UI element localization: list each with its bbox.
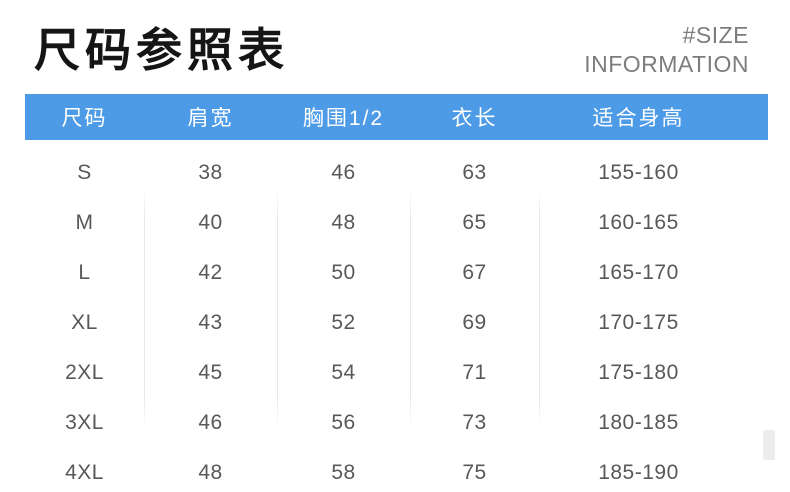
cell-size: XL bbox=[71, 311, 98, 334]
cell-chest: 54 bbox=[331, 361, 356, 384]
cell-length: 75 bbox=[462, 461, 487, 484]
cell-length: 67 bbox=[462, 261, 487, 284]
cell-chest: 52 bbox=[331, 311, 356, 334]
page-title: 尺码参照表 bbox=[34, 24, 289, 76]
table-row: XL 43 52 69 170-175 bbox=[25, 298, 768, 348]
table-row: 3XL 46 56 73 180-185 bbox=[25, 398, 768, 448]
table-row: L 42 50 67 165-170 bbox=[25, 248, 768, 298]
cell-size: M bbox=[75, 211, 94, 234]
scrollbar-thumb[interactable] bbox=[763, 430, 775, 460]
table-row: S 38 46 63 155-160 bbox=[25, 148, 768, 198]
cell-shoulder: 45 bbox=[198, 361, 223, 384]
cell-shoulder: 38 bbox=[198, 161, 223, 184]
column-divider bbox=[539, 186, 540, 432]
table-row: M 40 48 65 160-165 bbox=[25, 198, 768, 248]
cell-shoulder: 40 bbox=[198, 211, 223, 234]
cell-height: 165-170 bbox=[598, 261, 679, 284]
size-information-label: #SIZE INFORMATION bbox=[584, 21, 749, 79]
cell-height: 185-190 bbox=[598, 461, 679, 484]
size-information-line2: INFORMATION bbox=[584, 51, 749, 77]
header-size: 尺码 bbox=[61, 107, 108, 130]
header-length: 衣长 bbox=[451, 107, 498, 130]
cell-height: 160-165 bbox=[598, 211, 679, 234]
cell-size: 2XL bbox=[65, 361, 104, 384]
cell-shoulder: 46 bbox=[198, 411, 223, 434]
table-row: 4XL 48 58 75 185-190 bbox=[25, 448, 768, 492]
cell-height: 170-175 bbox=[598, 311, 679, 334]
header-shoulder: 肩宽 bbox=[187, 107, 234, 130]
cell-length: 71 bbox=[462, 361, 487, 384]
cell-chest: 56 bbox=[331, 411, 356, 434]
cell-size: 3XL bbox=[65, 411, 104, 434]
column-divider bbox=[277, 186, 278, 432]
cell-shoulder: 42 bbox=[198, 261, 223, 284]
cell-size: S bbox=[77, 161, 92, 184]
header-chest: 胸围1/2 bbox=[302, 107, 385, 130]
column-divider bbox=[410, 186, 411, 432]
cell-length: 69 bbox=[462, 311, 487, 334]
cell-height: 180-185 bbox=[598, 411, 679, 434]
cell-shoulder: 48 bbox=[198, 461, 223, 484]
cell-length: 73 bbox=[462, 411, 487, 434]
header-height: 适合身高 bbox=[592, 107, 685, 130]
cell-chest: 50 bbox=[331, 261, 356, 284]
table-row: 2XL 45 54 71 175-180 bbox=[25, 348, 768, 398]
size-information-line1: #SIZE bbox=[682, 22, 749, 48]
size-table-body: S 38 46 63 155-160 M 40 48 65 160-165 L … bbox=[25, 148, 768, 492]
column-divider bbox=[144, 186, 145, 432]
cell-size: L bbox=[78, 261, 91, 284]
cell-length: 65 bbox=[462, 211, 487, 234]
size-table-header: 尺码 肩宽 胸围1/2 衣长 适合身高 bbox=[25, 94, 768, 140]
cell-height: 175-180 bbox=[598, 361, 679, 384]
cell-shoulder: 43 bbox=[198, 311, 223, 334]
cell-chest: 46 bbox=[331, 161, 356, 184]
cell-length: 63 bbox=[462, 161, 487, 184]
cell-size: 4XL bbox=[65, 461, 104, 484]
cell-chest: 48 bbox=[331, 211, 356, 234]
cell-chest: 58 bbox=[331, 461, 356, 484]
cell-height: 155-160 bbox=[598, 161, 679, 184]
